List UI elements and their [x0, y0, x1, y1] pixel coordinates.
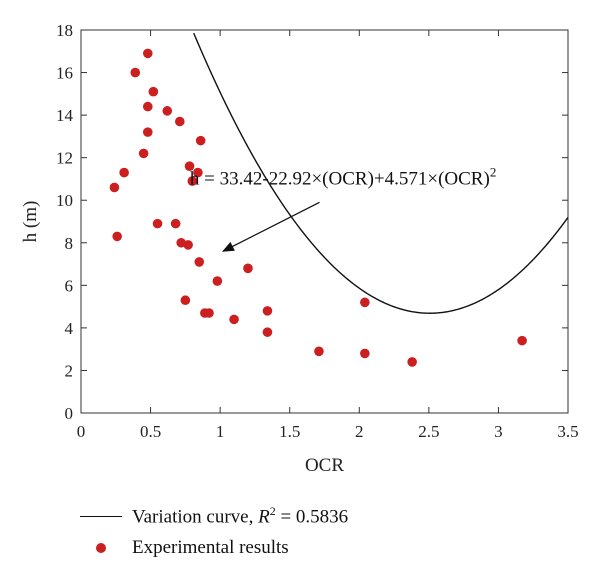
y-tick-label: 16 — [56, 64, 73, 83]
data-point — [109, 182, 120, 193]
points-layer — [109, 48, 527, 367]
data-point — [112, 231, 122, 242]
x-tick-label: 3.5 — [557, 422, 578, 441]
annotation-arrow — [222, 201, 320, 252]
data-point — [204, 308, 214, 318]
x-axis-label: OCR — [305, 455, 344, 476]
x-tick-label: 3 — [494, 422, 503, 441]
data-point — [142, 48, 153, 59]
legend-dot-swatch — [96, 543, 106, 553]
data-point — [170, 218, 181, 229]
annotation-layer: h = 33.42-22.92×(OCR)+4.571×(OCR)2 — [190, 164, 496, 252]
data-point — [360, 348, 370, 359]
y-tick-label: 6 — [65, 276, 74, 295]
y-tick-label: 4 — [65, 319, 74, 338]
data-point — [314, 346, 324, 357]
legend-item-curve: Variation curve, R2 = 0.5836 — [80, 500, 348, 532]
data-point — [517, 335, 527, 346]
y-tick-label: 0 — [65, 404, 74, 423]
y-axis-label: h (m) — [20, 201, 41, 243]
data-point — [360, 297, 370, 308]
data-point — [142, 127, 153, 137]
legend-item-points: Experimental results — [80, 532, 348, 564]
data-point — [212, 276, 223, 286]
variation-curve — [193, 32, 569, 314]
plot-axes: 0 0.5 1 1.5 2 2.5 3 3.5 0 2 4 6 8 10 12 14 16 18 OCR h (m) — [20, 21, 579, 476]
data-point — [148, 86, 159, 97]
x-tick-label: 1.5 — [279, 422, 300, 441]
legend: Variation curve, R2 = 0.5836 Experimenta… — [80, 500, 348, 564]
data-point — [152, 218, 163, 229]
x-tick-label: 1 — [216, 422, 225, 441]
legend-points-label: Experimental results — [132, 537, 289, 558]
data-point — [142, 101, 153, 112]
y-tick-label: 14 — [56, 106, 74, 125]
data-point — [138, 148, 149, 159]
data-point — [187, 176, 198, 186]
data-point — [407, 357, 417, 367]
data-point — [174, 116, 185, 127]
curve-layer — [193, 32, 569, 314]
data-point — [262, 327, 273, 337]
legend-curve-label: Variation curve, R2 = 0.5836 — [132, 503, 349, 528]
data-point — [119, 167, 129, 178]
equation-annotation: h = 33.42-22.92×(OCR)+4.571×(OCR)2 — [190, 164, 496, 189]
data-point — [195, 135, 206, 146]
data-point — [180, 295, 191, 306]
y-tick-label: 18 — [56, 21, 73, 40]
y-tick-label: 8 — [65, 234, 74, 253]
data-point — [162, 106, 173, 116]
plot-frame — [80, 29, 569, 414]
data-point — [130, 67, 141, 78]
data-point — [262, 306, 273, 316]
y-tick-label: 12 — [56, 149, 73, 168]
data-point — [184, 161, 195, 171]
data-point — [193, 167, 203, 178]
x-tick-label: 2.5 — [418, 422, 439, 441]
data-point — [183, 240, 193, 250]
legend-line-swatch — [80, 515, 122, 517]
data-point — [229, 314, 239, 325]
x-tick-label: 0 — [77, 422, 86, 441]
y-tick-label: 2 — [65, 361, 74, 380]
x-tick-label: 2 — [355, 422, 364, 441]
y-tick-label: 10 — [56, 191, 73, 210]
x-tick-label: 0.5 — [140, 422, 161, 441]
data-point — [194, 257, 205, 267]
data-point — [243, 263, 253, 274]
